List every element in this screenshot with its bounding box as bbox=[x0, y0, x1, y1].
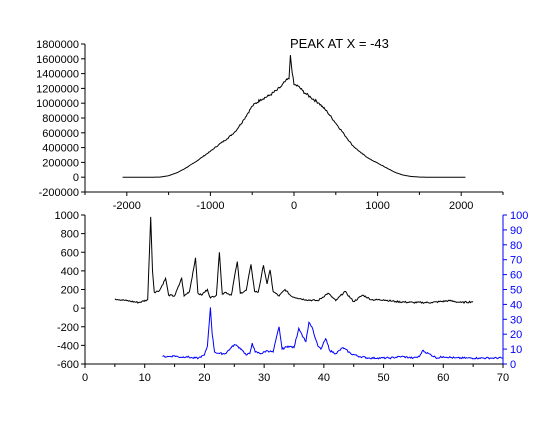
bottom-plot: -600-400-2000200400600800100001020304050… bbox=[55, 210, 529, 384]
bottom-y2-tick-label: 100 bbox=[510, 210, 528, 222]
top-y-tick-label: 1800000 bbox=[36, 39, 79, 51]
bottom-y-tick-label: 0 bbox=[73, 303, 79, 315]
bottom-x-tick-label: 0 bbox=[82, 372, 88, 384]
bottom-x-tick-label: 10 bbox=[139, 372, 151, 384]
bottom-y2-tick-label: 40 bbox=[510, 299, 522, 311]
top-y-tick-label: 1200000 bbox=[36, 83, 79, 95]
top-y-tick-label: -200000 bbox=[39, 187, 79, 199]
top-plot: -200000 0 200000 400000 600000 800000 1000000 1… bbox=[36, 36, 504, 212]
top-x-tick-label: -2000 bbox=[113, 200, 141, 212]
bottom-x-tick-label: 70 bbox=[497, 372, 509, 384]
top-x-tick-label: -1000 bbox=[196, 200, 224, 212]
top-y-tick-label: 1000000 bbox=[36, 98, 79, 110]
top-y-tick-label: 0 bbox=[73, 172, 79, 184]
top-y-tick-label: 200000 bbox=[42, 157, 79, 169]
bottom-series-line-black bbox=[114, 216, 474, 304]
bottom-y-tick-label: 800 bbox=[61, 229, 79, 241]
bottom-y2-tick-label: 90 bbox=[510, 225, 522, 237]
top-x-tick-label: 2000 bbox=[449, 200, 473, 212]
bottom-y2-tick-label: 30 bbox=[510, 314, 522, 326]
bottom-y2-tick-label: 0 bbox=[510, 359, 516, 371]
bottom-y-tick-label: 600 bbox=[61, 247, 79, 259]
top-series-line bbox=[122, 55, 466, 178]
top-x-tick-label: 1000 bbox=[365, 200, 389, 212]
bottom-y2-tick-label: 10 bbox=[510, 344, 522, 356]
top-y-tick-label: 600000 bbox=[42, 128, 79, 140]
top-y-tick-label: 1400000 bbox=[36, 69, 79, 81]
top-y-tick-label: 400000 bbox=[42, 143, 79, 155]
top-y-tick-label: 1600000 bbox=[36, 54, 79, 66]
peak-annotation: PEAK AT X = -43 bbox=[290, 36, 389, 51]
bottom-y-tick-label: 1000 bbox=[55, 210, 79, 222]
bottom-x-tick-label: 40 bbox=[318, 372, 330, 384]
bottom-x-tick-label: 50 bbox=[377, 372, 389, 384]
bottom-y-tick-label: 400 bbox=[61, 266, 79, 278]
bottom-x-tick-label: 20 bbox=[198, 372, 210, 384]
bottom-y2-tick-label: 60 bbox=[510, 270, 522, 282]
bottom-x-tick-label: 60 bbox=[437, 372, 449, 384]
bottom-y2-tick-label: 80 bbox=[510, 240, 522, 252]
bottom-y-tick-label: -600 bbox=[57, 359, 79, 371]
top-y-tick-label: 800000 bbox=[42, 113, 79, 125]
bottom-y-tick-label: -400 bbox=[57, 340, 79, 352]
bottom-series-line-blue bbox=[162, 307, 504, 360]
bottom-y-tick-label: 200 bbox=[61, 285, 79, 297]
bottom-y-tick-label: -200 bbox=[57, 322, 79, 334]
top-x-tick-label: 0 bbox=[291, 200, 297, 212]
bottom-x-tick-label: 30 bbox=[258, 372, 270, 384]
bottom-y2-tick-label: 70 bbox=[510, 255, 522, 267]
bottom-y2-tick-label: 50 bbox=[510, 285, 522, 297]
bottom-y2-tick-label: 20 bbox=[510, 329, 522, 341]
